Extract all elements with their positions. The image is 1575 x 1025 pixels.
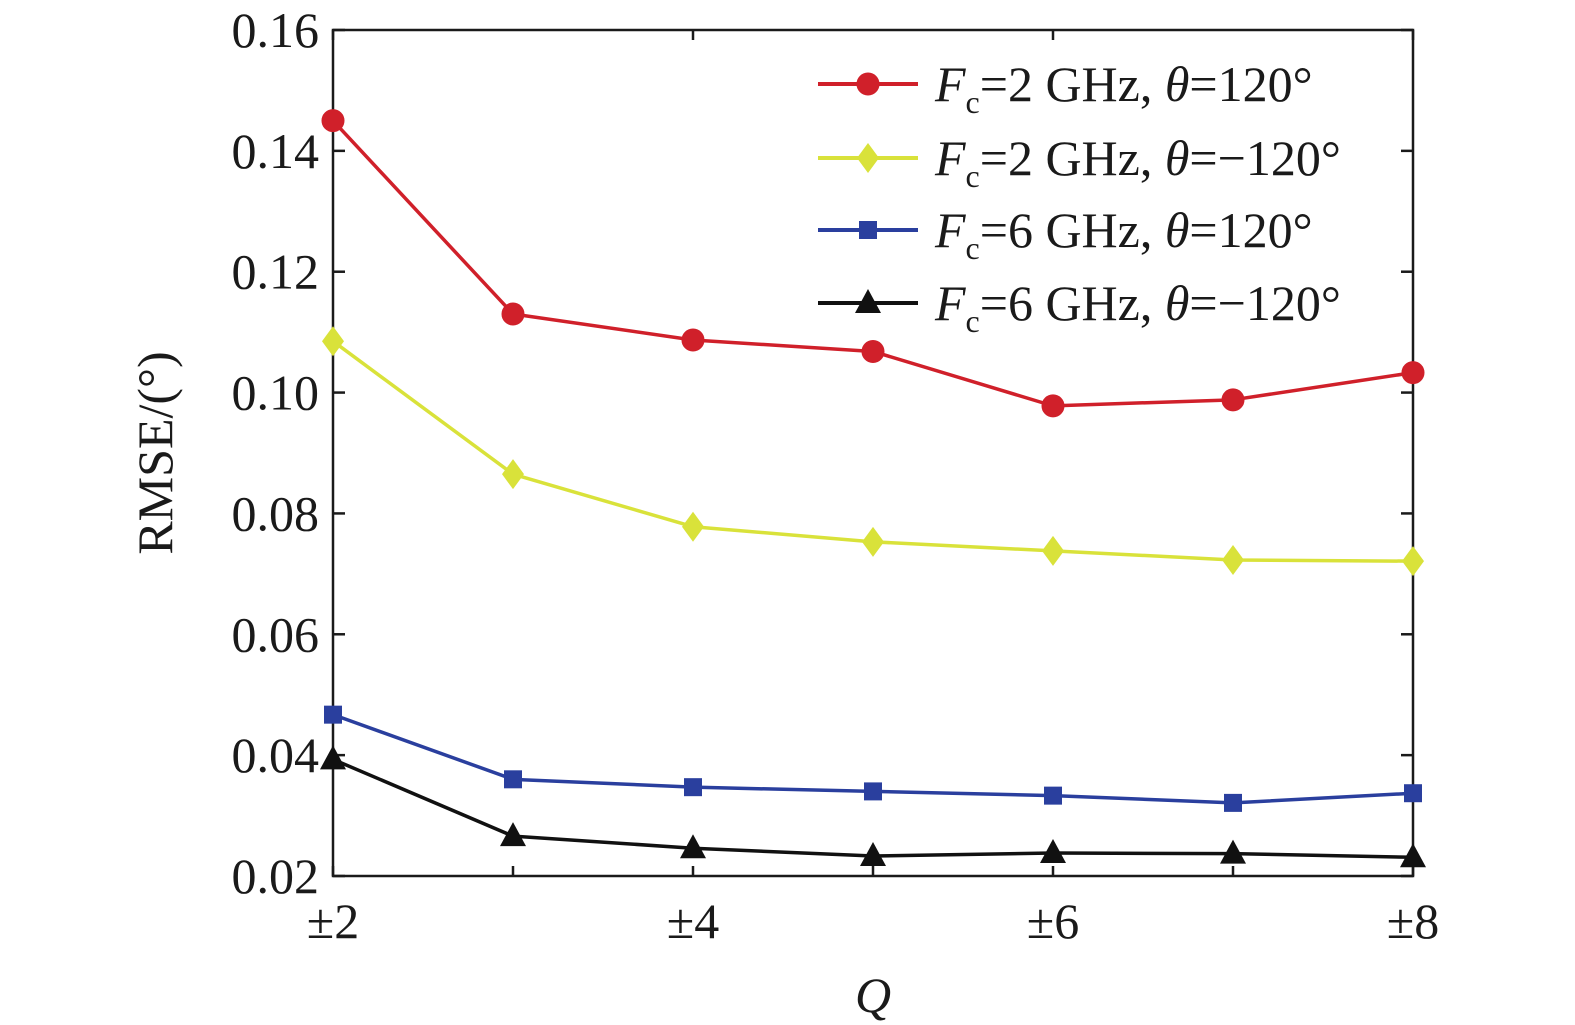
legend-item: Fc=2 GHz, θ=−120° [818,130,1341,194]
data-point [861,339,885,363]
data-point [1040,839,1066,864]
legend-label: Fc=2 GHz, θ=120° [934,56,1313,120]
legend-item: Fc=2 GHz, θ=120° [818,56,1313,120]
y-axis-title: RMSE/(°) [127,351,183,554]
y-tick-label: 0.08 [232,485,320,541]
data-point [864,782,882,801]
data-point [1220,839,1246,864]
data-point [504,770,522,789]
legend-item: Fc=6 GHz, θ=120° [818,202,1313,266]
legend-label: Fc=6 GHz, θ=−120° [934,275,1341,339]
data-point [324,705,342,724]
legend: Fc=2 GHz, θ=120° Fc=2 GHz, θ=−120° Fc=6 GH… [818,56,1341,339]
legend-marker [857,143,879,173]
data-point [1222,544,1244,575]
data-point [1224,793,1242,812]
legend-item: Fc=6 GHz, θ=−120° [818,275,1341,339]
data-point [680,834,706,859]
x-tick-label: ±8 [1387,893,1439,949]
data-point [681,328,705,352]
data-point [322,326,344,357]
series-layer [320,109,1426,868]
data-point [1402,546,1424,577]
data-point [1221,388,1245,412]
series-2 [322,326,1424,577]
legend-marker [859,221,877,239]
y-tick-label: 0.04 [232,727,320,783]
series-4 [320,745,1426,868]
data-point [1401,361,1425,385]
y-tick-label: 0.06 [232,606,320,662]
y-tick-label: 0.12 [232,244,320,300]
data-point [320,745,346,770]
data-point [1404,784,1422,803]
data-point [500,822,526,847]
y-tick-label: 0.10 [232,365,320,421]
data-point [1041,394,1065,418]
y-axis: 0.02 0.04 0.06 0.08 0.10 0.12 0.14 0.16 [232,2,1413,904]
data-point [501,302,525,326]
x-tick-label: ±4 [667,893,719,949]
data-point [1044,786,1062,805]
y-tick-label: 0.16 [232,2,320,58]
data-point [1042,535,1064,566]
data-point [1400,843,1426,868]
data-point [502,459,524,490]
legend-marker [855,289,881,313]
data-point [321,109,345,133]
x-tick-label: ±2 [307,893,359,949]
legend-label: Fc=2 GHz, θ=−120° [934,130,1341,194]
data-point [862,526,884,557]
legend-marker [856,72,880,96]
x-axis-title: Q [855,967,891,1023]
x-tick-label: ±6 [1027,893,1079,949]
series-1 [321,109,1425,418]
y-tick-label: 0.02 [232,848,320,904]
series-3 [324,705,1422,812]
data-point [684,778,702,797]
data-point [860,842,886,867]
x-axis: ±2 ±4 ±6 ±8 [307,30,1439,949]
y-tick-label: 0.14 [232,123,320,179]
legend-label: Fc=6 GHz, θ=120° [934,202,1313,266]
data-point [682,511,704,542]
